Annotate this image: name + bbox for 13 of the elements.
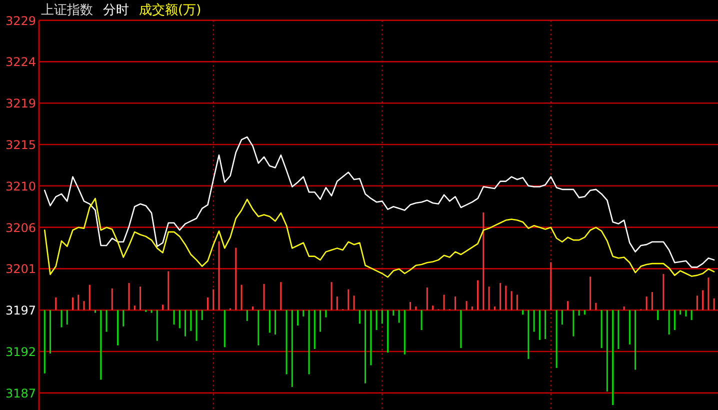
y-tick-label: 3210 (5, 179, 36, 194)
y-tick-label: 3192 (5, 345, 36, 360)
y-tick-label: 3187 (5, 386, 36, 400)
y-tick-label: 3201 (5, 262, 36, 276)
y-tick-label: 3197 (5, 304, 36, 318)
y-tick-label: 3215 (5, 138, 36, 152)
y-tick-label: 3224 (5, 55, 36, 70)
chart-subtitle: 分时 (103, 3, 129, 18)
y-tick-label: 3219 (5, 96, 36, 111)
text: 成交额(万) (139, 2, 202, 18)
y-tick-label: 3206 (5, 220, 36, 235)
y-tick-label: 3229 (5, 14, 36, 28)
chart-title: 上证指数 (41, 3, 93, 18)
